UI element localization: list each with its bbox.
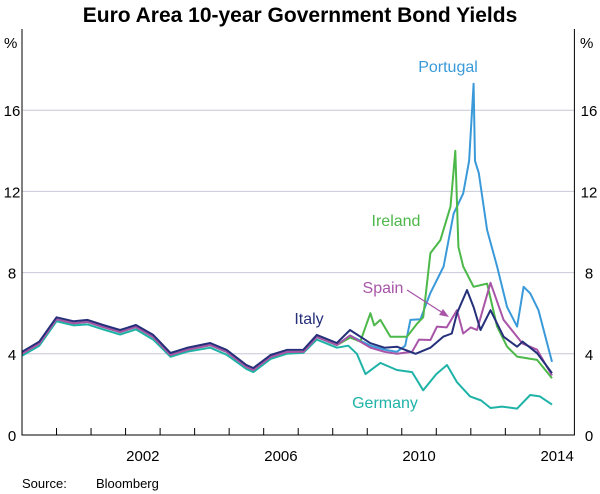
spain-arrowhead-icon — [439, 309, 449, 317]
source-label: Source: — [22, 476, 67, 491]
y-tick-labels: 0 0 4 4 8 8 12 12 16 16 — [4, 103, 598, 445]
series-lines — [21, 82, 553, 410]
y-unit-left: % — [4, 35, 17, 52]
x-tick-label: 2006 — [264, 448, 297, 465]
label-italy: Italy — [294, 311, 323, 328]
x-tick-label: 2002 — [126, 448, 159, 465]
y-tick-label-left: 4 — [8, 347, 16, 364]
x-ticks — [56, 428, 541, 435]
label-germany: Germany — [352, 395, 418, 412]
series-line-italy — [21, 289, 553, 374]
y-tick-label-right: 4 — [585, 347, 593, 364]
chart-title: Euro Area 10-year Government Bond Yields — [83, 4, 518, 27]
x-tick-label: 2010 — [402, 448, 435, 465]
y-tick-label-left: 0 — [8, 428, 16, 445]
y-unit-right: % — [580, 35, 593, 52]
series-labels: Portugal Ireland Spain Italy Germany — [294, 59, 477, 412]
spain-arrow — [406, 289, 447, 316]
y-tick-label-left: 12 — [4, 184, 21, 201]
x-tick-labels: 2002 2006 2010 2014 — [126, 448, 574, 465]
label-spain: Spain — [363, 280, 404, 297]
label-portugal: Portugal — [418, 59, 478, 76]
axes-frame — [21, 29, 575, 436]
y-tick-label-right: 8 — [585, 266, 593, 283]
series-line-germany — [21, 320, 553, 410]
label-ireland: Ireland — [372, 213, 421, 230]
y-tick-label-right: 16 — [581, 103, 598, 120]
series-line-ireland — [21, 149, 553, 379]
y-tick-label-left: 8 — [8, 266, 16, 283]
x-tick-label: 2014 — [540, 448, 573, 465]
plot-frame — [21, 29, 575, 436]
y-tick-label-right: 0 — [585, 428, 593, 445]
series-line-spain — [21, 281, 553, 377]
source-name: Bloomberg — [96, 476, 159, 491]
y-tick-label-right: 12 — [581, 184, 598, 201]
y-tick-label-left: 16 — [4, 103, 21, 120]
